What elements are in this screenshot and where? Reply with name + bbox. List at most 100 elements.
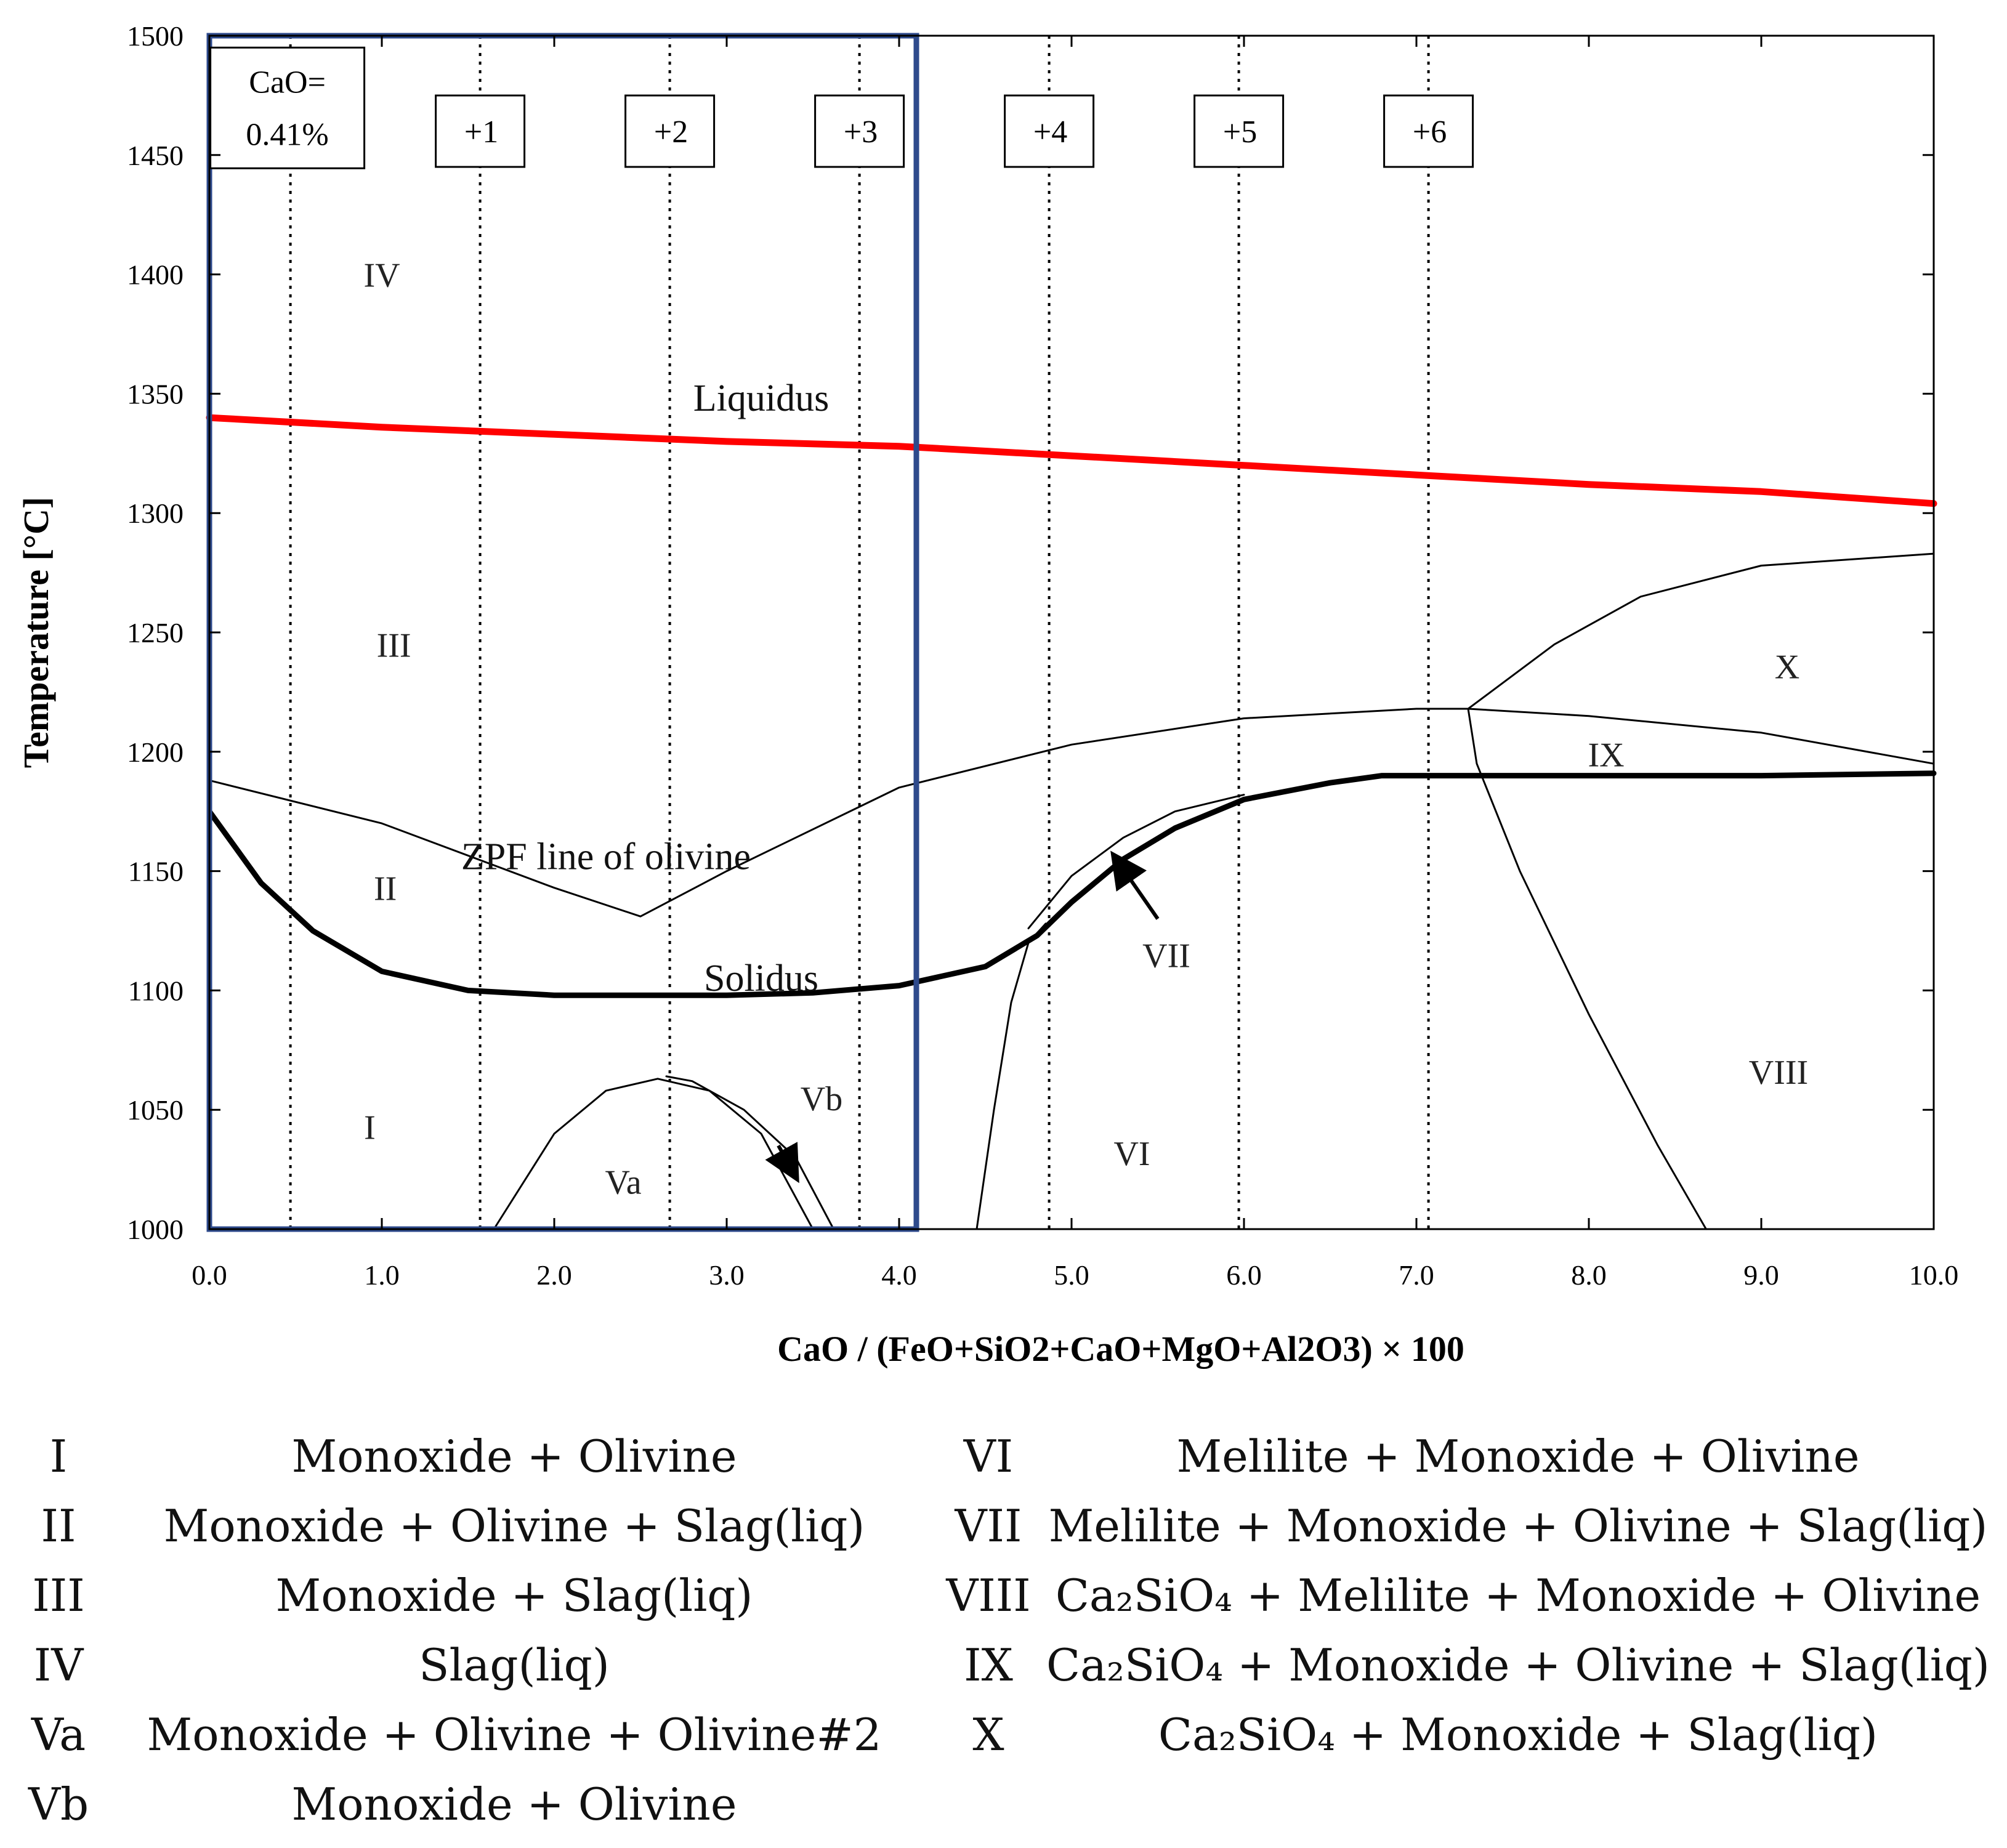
x-tick-label: 7.0: [1399, 1259, 1434, 1291]
curve-vb-boundary: [665, 1075, 835, 1230]
legend-row: III Monoxide + Slag(liq): [0, 1562, 924, 1629]
legend-roman-numeral: IX: [964, 1639, 1013, 1691]
curve-x-boundary: [1467, 552, 1935, 710]
legend-roman-numeral: X: [972, 1709, 1004, 1761]
x-tick-label: 3.0: [709, 1259, 745, 1291]
legend-description: Slag(liq): [419, 1639, 610, 1691]
legend-description: Monoxide + Slag(liq): [275, 1570, 753, 1621]
y-axis-title: Temperature [°C]: [16, 497, 56, 768]
curve-va-boundary: [493, 1078, 814, 1230]
composition-box-label: +4: [1033, 115, 1067, 150]
curve-solidus: [206, 770, 1937, 998]
x-tick-label: 4.0: [881, 1259, 917, 1291]
legend-roman-numeral: VIII: [946, 1570, 1031, 1621]
y-tick-label: 1500: [127, 20, 184, 52]
pointer-arrow: [765, 1142, 799, 1184]
legend-description: Melilite + Monoxide + Olivine: [1176, 1430, 1860, 1482]
x-tick-label: 2.0: [536, 1259, 572, 1291]
composition-box-2: [624, 94, 716, 168]
region-label-va: Va: [605, 1163, 641, 1201]
y-tick-label: 1100: [128, 975, 184, 1006]
y-tick-label: 1000: [127, 1214, 184, 1245]
legend-row: I Monoxide + Olivine: [0, 1422, 924, 1490]
composition-box-3: [814, 94, 905, 168]
x-tick-label: 8.0: [1571, 1259, 1607, 1291]
curve-zpf-line-of-olivine: [208, 708, 1935, 918]
curve-label-zpf-line-of-olivine: ZPF line of olivine: [461, 836, 751, 878]
curve-liquidus: [206, 414, 1937, 507]
region-label-x: X: [1775, 648, 1799, 686]
legend-row: Va Monoxide + Olivine + Olivine#2: [0, 1701, 924, 1769]
region-label-vb: Vb: [801, 1080, 842, 1118]
phase-diagram: CaO=0.41% +1 +2 +3 +4 +5 +6IVIIIIIIVaVbVIVIIVI…: [16, 20, 1959, 1369]
legend-roman-numeral: VII: [955, 1500, 1022, 1552]
region-label-iv: IV: [363, 257, 400, 295]
curve-vii-upper: [1027, 794, 1245, 930]
curve-label-liquidus: Liquidus: [693, 377, 829, 419]
composition-box-6: [1383, 94, 1474, 168]
legend-row: VI Melilite + Monoxide + Olivine: [930, 1422, 2007, 1490]
curve-ix-viii-boundary: [1467, 708, 1707, 1230]
x-axis-title: CaO / (FeO+SiO2+CaO+MgO+Al2O3) × 100: [777, 1329, 1464, 1369]
legend-row: IV Slag(liq): [0, 1631, 924, 1699]
region-label-i: I: [364, 1108, 376, 1147]
region-label-iii: III: [377, 626, 411, 664]
composition-box-label-line2: 0.41%: [246, 117, 328, 152]
legend-description: Monoxide + Olivine + Slag(liq): [163, 1500, 865, 1552]
legend-description: Ca₂SiO₄ + Monoxide + Slag(liq): [1158, 1709, 1878, 1761]
legend-description: Ca₂SiO₄ + Melilite + Monoxide + Olivine: [1055, 1570, 1981, 1621]
legend-roman-numeral: II: [41, 1500, 76, 1552]
region-label-vii: VII: [1142, 937, 1190, 975]
y-tick-label: 1200: [127, 736, 184, 768]
region-label-vi: VI: [1113, 1135, 1150, 1173]
y-tick-label: 1250: [127, 617, 184, 648]
legend-roman-numeral: IV: [33, 1639, 84, 1691]
x-tick-label: 1.0: [364, 1259, 400, 1291]
composition-box-1: [435, 94, 526, 168]
plot-frame: [208, 34, 1935, 1230]
curve-label-solidus: Solidus: [704, 958, 818, 999]
composition-box-label: +2: [654, 115, 688, 150]
y-tick-label: 1400: [127, 259, 184, 291]
legend-description: Ca₂SiO₄ + Monoxide + Olivine + Slag(liq): [1046, 1639, 1990, 1691]
legend-row: VIII Ca₂SiO₄ + Melilite + Monoxide + Oliv…: [930, 1562, 2007, 1629]
region-label-viii: VIII: [1749, 1054, 1808, 1092]
legend-roman-numeral: I: [49, 1430, 68, 1482]
curve-vi-boundary: [975, 922, 1047, 1230]
composition-box-label: +5: [1223, 115, 1257, 150]
y-tick-label: 1150: [128, 856, 184, 887]
region-label-ix: IX: [1588, 736, 1624, 775]
legend-description: Monoxide + Olivine: [291, 1778, 737, 1830]
legend-row: Vb Monoxide + Olivine: [0, 1770, 924, 1838]
composition-box-label-line1: CaO=: [249, 65, 326, 100]
legend-row: VII Melilite + Monoxide + Olivine + Slag(…: [930, 1492, 2007, 1560]
x-tick-label: 6.0: [1226, 1259, 1262, 1291]
y-tick-label: 1050: [127, 1094, 184, 1126]
x-tick-label: 5.0: [1054, 1259, 1089, 1291]
legend-row: X Ca₂SiO₄ + Monoxide + Slag(liq): [930, 1701, 2007, 1769]
y-tick-label: 1300: [127, 498, 184, 529]
x-tick-label: 0.0: [192, 1259, 227, 1291]
composition-box-label: +3: [844, 115, 878, 150]
legend-roman-numeral: VI: [963, 1430, 1014, 1482]
legend-row: IX Ca₂SiO₄ + Monoxide + Olivine + Slag(li…: [930, 1631, 2007, 1699]
legend-description: Monoxide + Olivine: [291, 1430, 737, 1482]
legend-roman-numeral: Va: [31, 1709, 86, 1761]
y-tick-label: 1450: [127, 140, 184, 171]
x-tick-label: 10.0: [1909, 1259, 1959, 1291]
legend-roman-numeral: Vb: [28, 1778, 89, 1830]
legend-row: II Monoxide + Olivine + Slag(liq): [0, 1492, 924, 1560]
composition-box-4: [1004, 94, 1095, 168]
legend-roman-numeral: III: [32, 1570, 85, 1621]
x-tick-label: 9.0: [1743, 1259, 1779, 1291]
pointer-arrow: [1110, 850, 1160, 920]
composition-box-label: +6: [1413, 115, 1447, 150]
composition-box-label: +1: [464, 115, 498, 150]
y-tick-label: 1350: [127, 378, 184, 410]
highlight-box: [206, 33, 919, 1232]
region-label-ii: II: [374, 870, 397, 908]
legend-description: Monoxide + Olivine + Olivine#2: [147, 1709, 882, 1761]
composition-box-base: [209, 46, 366, 169]
legend-description: Melilite + Monoxide + Olivine + Slag(liq…: [1048, 1500, 1988, 1552]
composition-box-5: [1193, 94, 1285, 168]
